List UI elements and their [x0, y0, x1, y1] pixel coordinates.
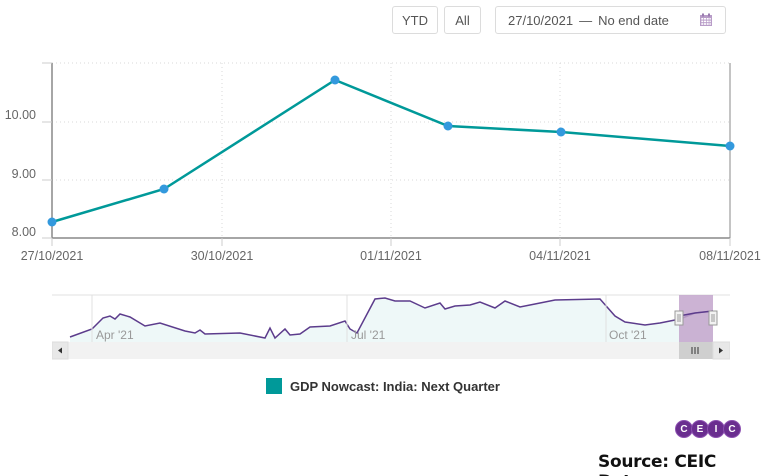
x-tick-label: 08/11/2021 — [699, 249, 761, 263]
range-selector-toolbar: YTD All 27/10/2021 — No end date — [392, 6, 726, 36]
y-tick-label: 10.00 — [5, 108, 36, 122]
legend[interactable]: GDP Nowcast: India: Next Quarter — [266, 378, 500, 394]
gridlines — [52, 62, 730, 237]
calendar-icon[interactable] — [699, 13, 713, 27]
source-caption: Source: CEIC Data — [598, 452, 717, 476]
data-point[interactable] — [725, 141, 735, 151]
data-point[interactable] — [159, 184, 169, 194]
data-point[interactable] — [556, 127, 566, 137]
navigator-line — [69, 297, 714, 340]
data-point[interactable] — [443, 121, 453, 131]
series-line — [51, 78, 731, 224]
navigator-handle-right[interactable] — [708, 310, 718, 326]
navigator: Apr '21 Jul '21 Oct '21 — [51, 290, 731, 360]
y-tick-label: 8.00 — [12, 225, 36, 239]
main-line-chart: 10.00 9.00 8.00 27/10/2021 30/10/2021 01… — [0, 55, 764, 270]
x-tick-label: 04/11/2021 — [529, 249, 591, 263]
data-point[interactable] — [330, 75, 340, 85]
legend-swatch — [266, 378, 282, 394]
grip-icon — [691, 347, 699, 354]
x-tick-label: 01/11/2021 — [360, 249, 422, 263]
scrollbar-thumb[interactable] — [679, 342, 713, 359]
date-range-picker[interactable]: 27/10/2021 — No end date — [495, 6, 726, 34]
data-point[interactable] — [47, 217, 57, 227]
x-tick-label: 27/10/2021 — [21, 249, 84, 263]
date-start: 27/10/2021 — [508, 12, 574, 28]
navigator-label: Oct '21 — [609, 328, 647, 342]
navigator-svg: Apr '21 Jul '21 Oct '21 — [51, 294, 731, 360]
ytd-button[interactable]: YTD — [392, 6, 438, 34]
legend-label: GDP Nowcast: India: Next Quarter — [290, 378, 500, 394]
triangle-right-icon — [719, 347, 723, 354]
data-point-markers — [47, 75, 735, 227]
navigator-label: Apr '21 — [96, 328, 134, 342]
navigator-selection[interactable] — [679, 295, 713, 342]
y-tick-label: 9.00 — [12, 167, 36, 181]
ceic-logo: C E I C — [675, 420, 741, 438]
chart-svg: 10.00 9.00 8.00 27/10/2021 30/10/2021 01… — [5, 62, 761, 263]
x-tick-label: 30/10/2021 — [191, 249, 254, 263]
navigator-label: Jul '21 — [351, 328, 386, 342]
date-end: No end date — [598, 12, 669, 28]
scrollbar-track[interactable] — [52, 342, 730, 359]
all-button[interactable]: All — [444, 6, 481, 34]
logo-letter: C — [723, 420, 741, 438]
triangle-left-icon — [58, 347, 62, 354]
date-separator: — — [579, 12, 593, 28]
navigator-area — [70, 298, 713, 342]
navigator-handle-left[interactable] — [674, 310, 684, 326]
